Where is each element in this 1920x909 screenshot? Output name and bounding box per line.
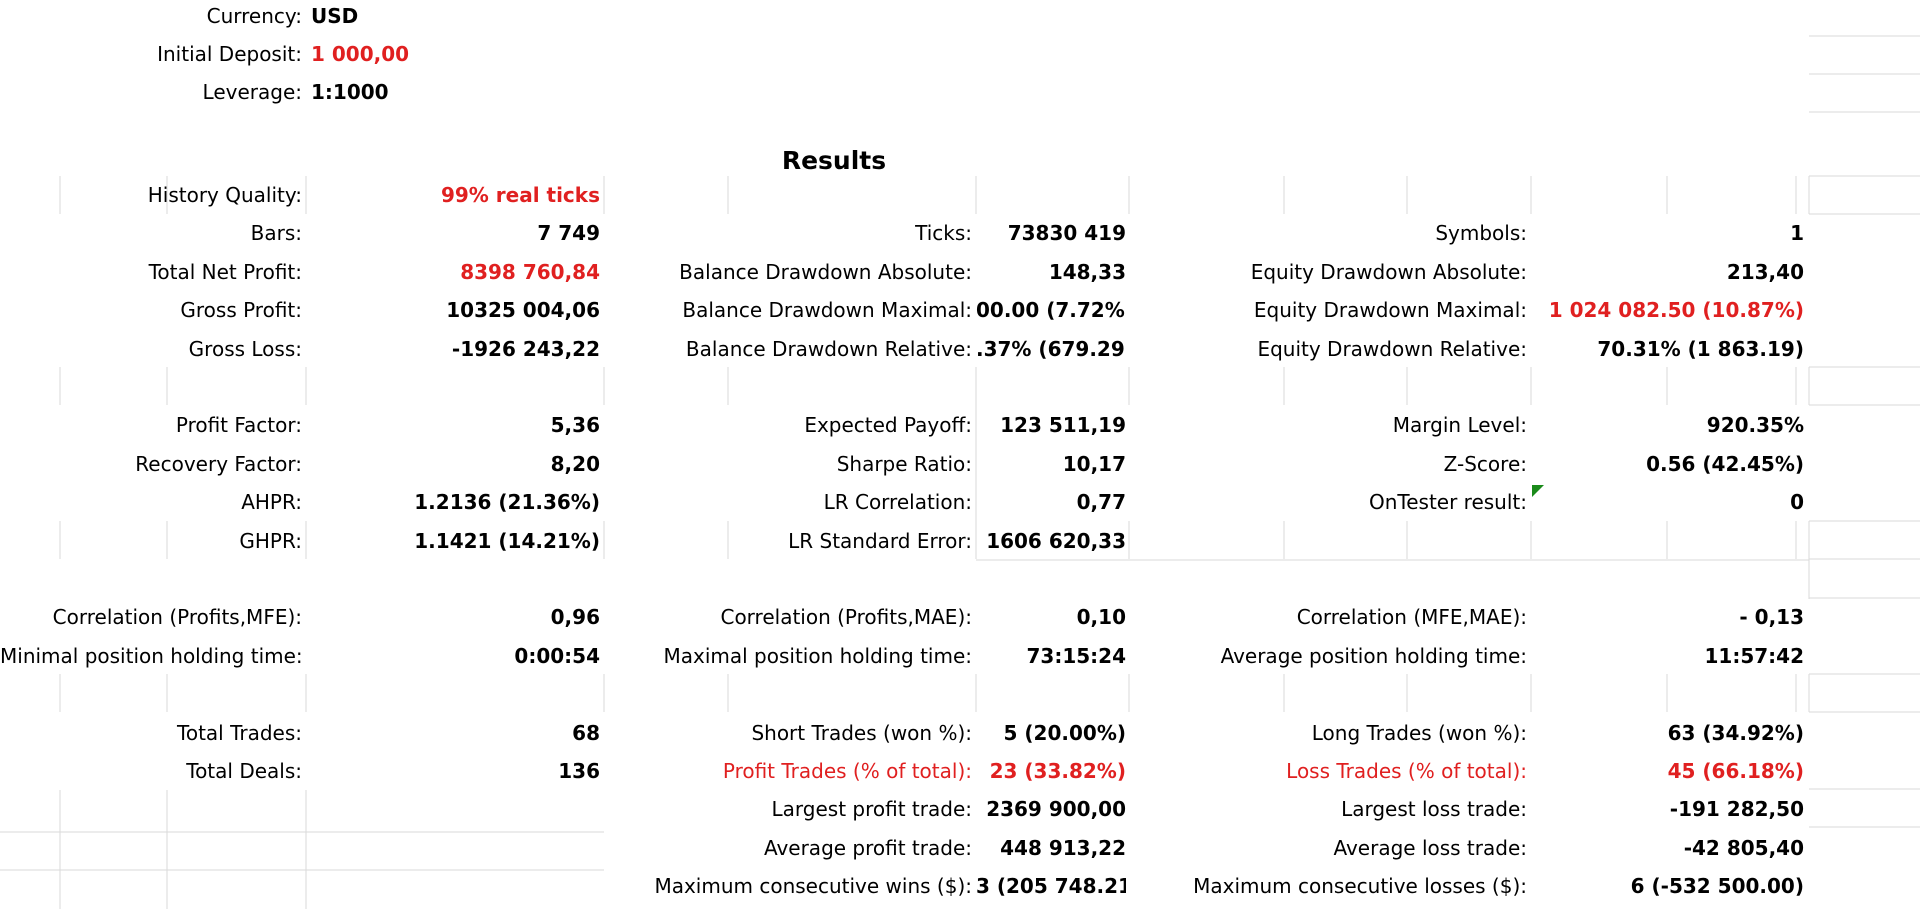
metric-label: Minimal position holding time:	[0, 644, 302, 668]
metric-label: Profit Trades (% of total):	[722, 759, 972, 783]
metric-value: 1606 620,33	[986, 529, 1126, 553]
metric-label: Short Trades (won %):	[751, 721, 972, 745]
metric-label: Ticks:	[915, 221, 972, 245]
metric-value: 23 (33.82%)	[989, 759, 1126, 783]
metric-value: 1.1421 (14.21%)	[414, 529, 600, 553]
metric-value: 213,40	[1726, 260, 1804, 284]
metric-value: 0,96	[550, 605, 600, 629]
metric-value: 7 749	[537, 221, 600, 245]
metric-value: 45 (66.18%)	[1667, 759, 1804, 783]
metric-value: 1.2136 (21.36%)	[414, 490, 600, 514]
metric-value: 0:00:54	[514, 644, 600, 668]
metric-value: 73830 419	[1007, 221, 1126, 245]
metric-value: 5,36	[550, 413, 600, 437]
metric-label: Bars:	[250, 221, 302, 245]
initial-deposit-value: 1 000,00	[311, 42, 410, 66]
metric-label: Maximum consecutive wins ($):	[654, 874, 972, 898]
currency-value: USD	[311, 4, 359, 28]
metric-label: Total Trades:	[177, 721, 302, 745]
metric-label: Symbols:	[1435, 221, 1527, 245]
metric-label: LR Correlation:	[823, 490, 972, 514]
metric-value: 00.00 (7.72%)	[976, 298, 1126, 322]
metric-value: 1 024 082.50 (10.87%)	[1548, 298, 1804, 322]
initial-deposit-label: Initial Deposit:	[157, 42, 302, 66]
metric-label: Maximum consecutive losses ($):	[1193, 874, 1527, 898]
metric-value: 0	[1790, 490, 1804, 514]
metric-label: Balance Drawdown Relative:	[685, 337, 972, 361]
metric-label: AHPR:	[241, 490, 302, 514]
metric-value: 448 913,22	[1000, 836, 1126, 860]
cell-comment-marker	[1532, 485, 1544, 497]
metric-label: Average loss trade:	[1333, 836, 1527, 860]
metric-label: Correlation (MFE,MAE):	[1296, 605, 1527, 629]
metric-value: 0.56 (42.45%)	[1646, 452, 1804, 476]
metric-value: 8398 760,84	[460, 260, 600, 284]
metric-label: Equity Drawdown Absolute:	[1250, 260, 1527, 284]
metric-label: Correlation (Profits,MFE):	[52, 605, 302, 629]
metric-label: Balance Drawdown Absolute:	[679, 260, 972, 284]
metric-label: OnTester result:	[1368, 490, 1527, 514]
metric-value: 6 (-532 500.00)	[1630, 874, 1804, 898]
leverage-value: 1:1000	[311, 80, 389, 104]
metric-label: Gross Loss:	[188, 337, 302, 361]
metric-value: 0,77	[1076, 490, 1126, 514]
metric-value: -42 805,40	[1683, 836, 1804, 860]
metric-label: Total Net Profit:	[148, 260, 302, 284]
results-title: Results	[781, 146, 887, 175]
metric-label: LR Standard Error:	[788, 529, 972, 553]
metric-value: 5 (20.00%)	[1003, 721, 1126, 745]
metric-value: -1926 243,22	[451, 337, 600, 361]
metric-label: Largest loss trade:	[1341, 797, 1527, 821]
metric-value: .37% (679.29)	[976, 337, 1126, 361]
metric-label: Loss Trades (% of total):	[1286, 759, 1527, 783]
metric-value: 73:15:24	[1026, 644, 1127, 668]
leverage-label: Leverage:	[202, 80, 302, 104]
metric-label: Correlation (Profits,MAE):	[720, 605, 972, 629]
metric-value: - 0,13	[1739, 605, 1804, 629]
currency-label: Currency:	[206, 4, 302, 28]
metric-value: 920.35%	[1706, 413, 1804, 437]
metric-value: 123 511,19	[1000, 413, 1126, 437]
metric-label: Z-Score:	[1443, 452, 1527, 476]
metric-label: Equity Drawdown Maximal:	[1253, 298, 1527, 322]
metric-value: 3 (205 748.21)	[976, 874, 1126, 898]
metric-label: Total Deals:	[186, 759, 302, 783]
metric-value: -191 282,50	[1669, 797, 1804, 821]
metric-label: Profit Factor:	[175, 413, 302, 437]
metric-label: Gross Profit:	[180, 298, 302, 322]
metric-label: Balance Drawdown Maximal:	[682, 298, 972, 322]
metric-value: 70.31% (1 863.19)	[1597, 337, 1804, 361]
metric-value: 8,20	[550, 452, 600, 476]
metric-value: 99% real ticks	[440, 183, 600, 207]
metric-label: History Quality:	[147, 183, 302, 207]
metric-value: 2369 900,00	[986, 797, 1126, 821]
metric-value: 148,33	[1048, 260, 1126, 284]
metric-value: 0,10	[1076, 605, 1126, 629]
metric-label: Largest profit trade:	[771, 797, 972, 821]
metric-value: 63 (34.92%)	[1667, 721, 1804, 745]
metric-label: Long Trades (won %):	[1311, 721, 1527, 745]
metric-value: 68	[572, 721, 600, 745]
metric-value: 10,17	[1062, 452, 1126, 476]
metric-label: Maximal position holding time:	[663, 644, 972, 668]
metric-value: 1	[1790, 221, 1804, 245]
metric-label: GHPR:	[239, 529, 302, 553]
metric-value: 11:57:42	[1704, 644, 1805, 668]
metric-value: 10325 004,06	[446, 298, 600, 322]
metric-label: Equity Drawdown Relative:	[1257, 337, 1527, 361]
metric-label: Recovery Factor:	[135, 452, 302, 476]
metric-value: 136	[558, 759, 600, 783]
metric-label: Average position holding time:	[1220, 644, 1527, 668]
metric-label: Sharpe Ratio:	[836, 452, 972, 476]
metric-label: Average profit trade:	[763, 836, 972, 860]
metric-label: Expected Payoff:	[804, 413, 972, 437]
metric-label: Margin Level:	[1392, 413, 1527, 437]
